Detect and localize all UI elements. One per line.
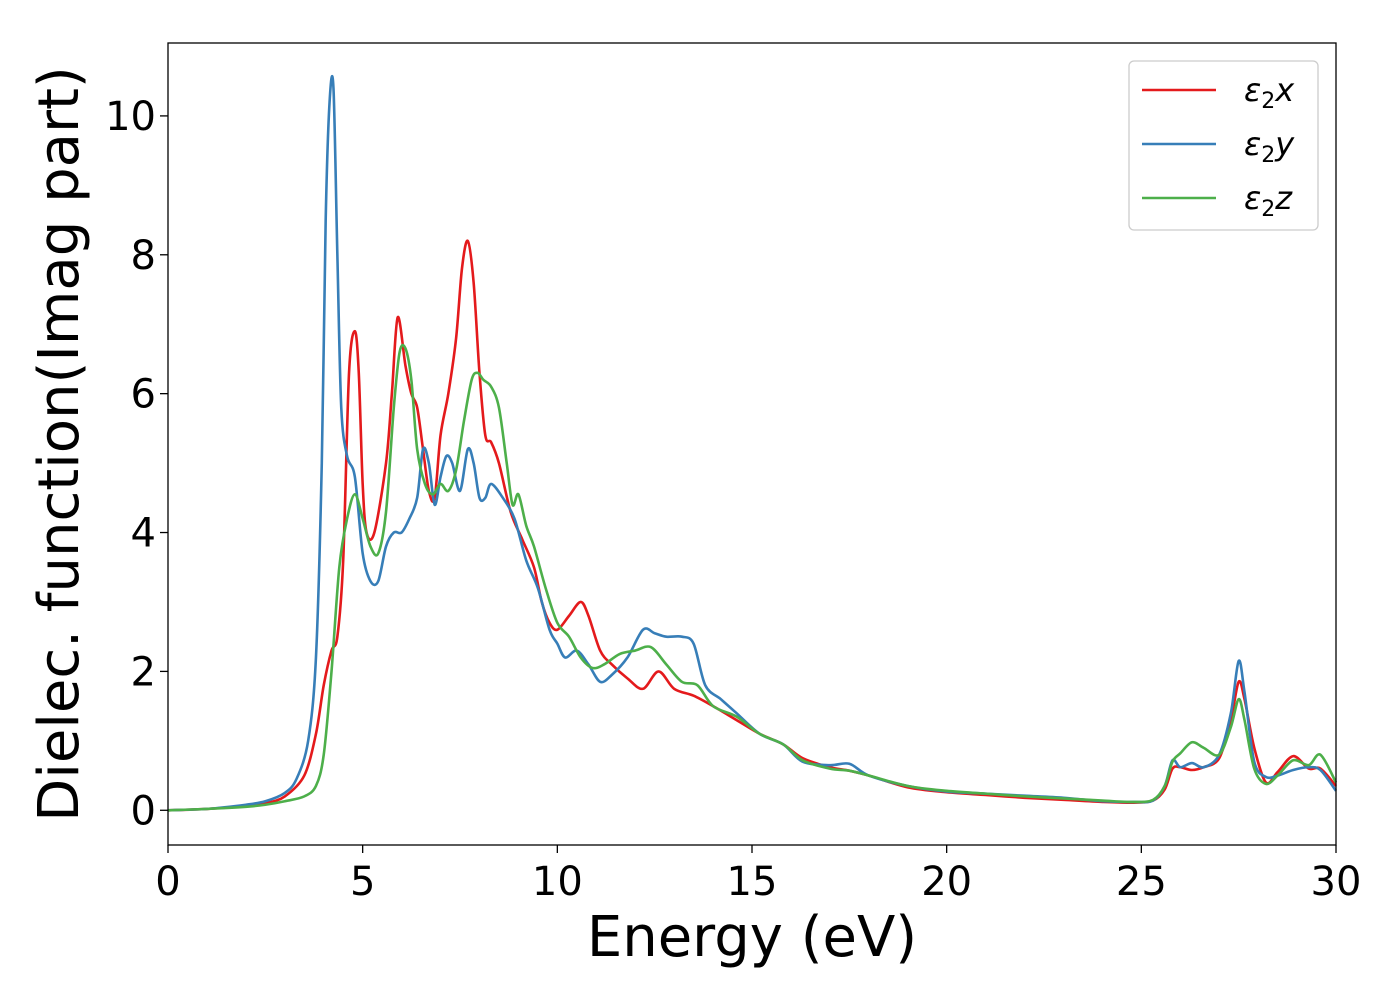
legend-box: [1128, 60, 1319, 231]
legend-label-x: ε2x: [1244, 71, 1295, 114]
legend: ε2x ε2y ε2z: [1128, 60, 1319, 231]
x-tick-label: 0: [155, 859, 180, 905]
y-axis-label: Dielec. function(Imag part): [27, 66, 92, 822]
x-tick-label: 15: [727, 859, 778, 905]
y-axis: 0 2 4 6 8 10: [105, 94, 168, 834]
y-tick-label: 2: [131, 649, 156, 695]
legend-label-y: ε2y: [1244, 125, 1295, 168]
y-tick-label: 6: [131, 372, 156, 418]
series-line-x: [167, 239, 1337, 812]
x-tick-label: 10: [532, 859, 583, 905]
x-tick-label: 30: [1311, 859, 1362, 905]
x-tick-label: 20: [921, 859, 972, 905]
x-axis: 0 5 10 15 20 25 30: [155, 845, 1361, 905]
plot-area: [167, 74, 1338, 812]
x-axis-label: Energy (eV): [587, 905, 917, 970]
x-tick-label: 25: [1116, 859, 1167, 905]
y-tick-label: 8: [131, 233, 156, 279]
x-tick-label: 5: [350, 859, 375, 905]
legend-label-z: ε2z: [1244, 179, 1293, 222]
series-line-z: [167, 343, 1338, 812]
y-tick-label: 0: [131, 788, 156, 834]
y-tick-label: 10: [105, 94, 156, 140]
y-tick-label: 4: [131, 511, 156, 557]
